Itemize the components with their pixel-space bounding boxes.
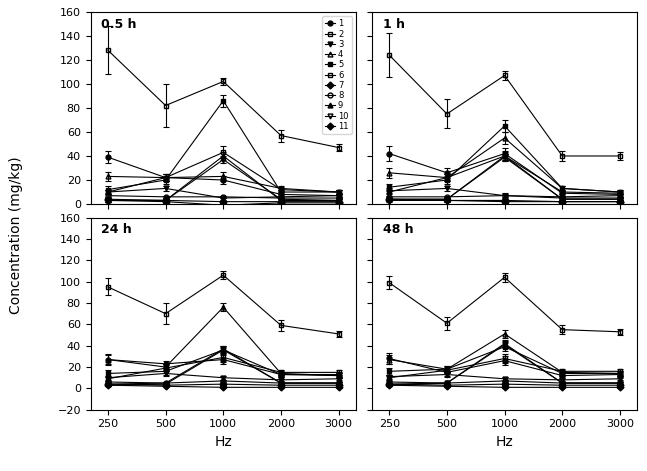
X-axis label: Hz: Hz bbox=[214, 435, 232, 449]
X-axis label: Hz: Hz bbox=[496, 435, 514, 449]
Text: Concentration (mg/kg): Concentration (mg/kg) bbox=[9, 157, 23, 314]
Text: 0.5 h: 0.5 h bbox=[101, 17, 137, 31]
Legend: 1, 2, 3, 4, 5, 6, 7, 8, 9, 10, 11: 1, 2, 3, 4, 5, 6, 7, 8, 9, 10, 11 bbox=[322, 16, 352, 134]
Text: 48 h: 48 h bbox=[382, 223, 413, 236]
Text: 1 h: 1 h bbox=[382, 17, 404, 31]
Text: 24 h: 24 h bbox=[101, 223, 132, 236]
